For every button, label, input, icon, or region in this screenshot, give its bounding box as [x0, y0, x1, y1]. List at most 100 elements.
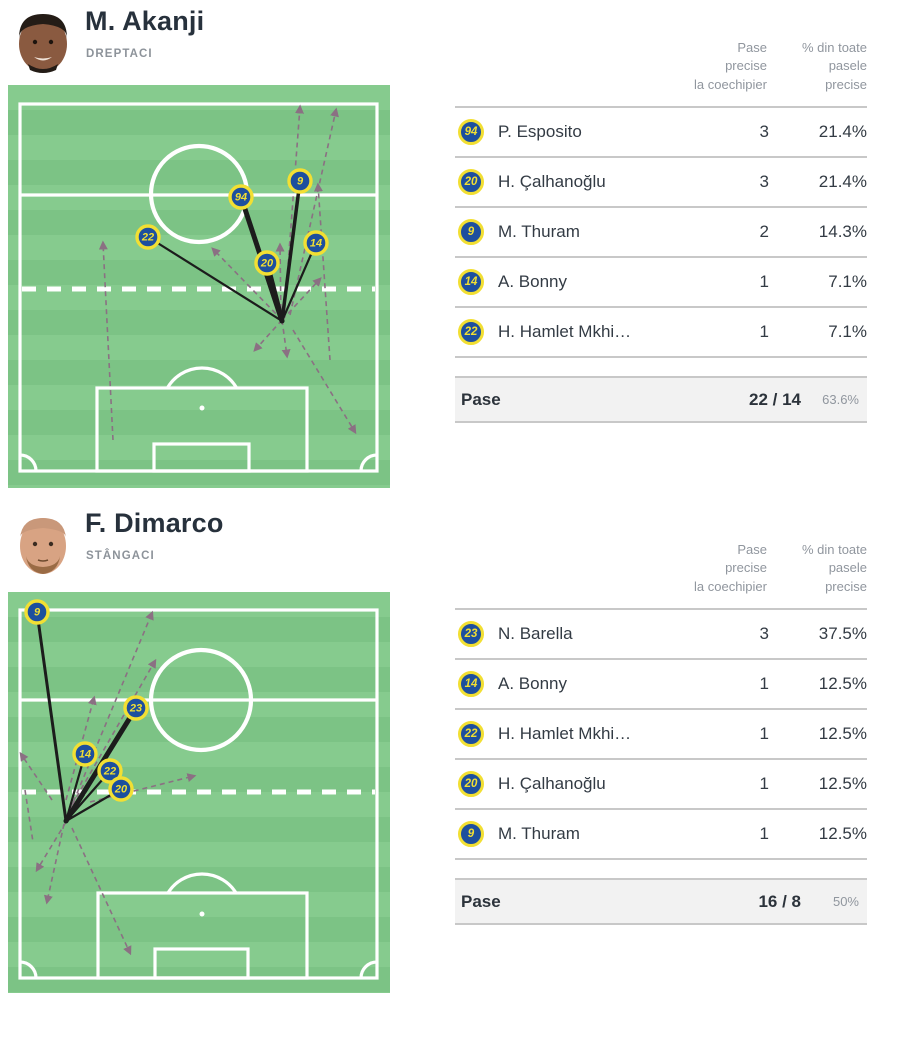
player-number-badge: 14 [458, 671, 484, 697]
inaccurate-pass-arrow [289, 107, 339, 316]
player-title: M. Akanji [85, 6, 205, 36]
passes-count: 1 [759, 322, 769, 341]
table-row: 9 M. Thuram 1 12.5% [455, 808, 867, 858]
table-header: Pase precise la coechipier % din toate p… [455, 36, 867, 106]
inaccurate-pass-arrow [98, 240, 114, 441]
player-number-badge: 94 [458, 119, 484, 145]
header-percent-col: % din toate pasele precise [801, 39, 867, 92]
player-number-badge: 20 [458, 771, 484, 797]
passes-count: 3 [759, 624, 769, 643]
pass-table-akanji: Pase precise la coechipier % din toate p… [455, 36, 867, 423]
player-avatar [8, 504, 78, 585]
passes-count: 1 [759, 674, 769, 693]
passes-percent: 12.5% [818, 724, 867, 743]
pitch-player-badge-9: 9 [24, 599, 50, 625]
inaccurate-pass-arrow [313, 182, 331, 361]
inaccurate-pass-arrow [71, 827, 132, 956]
avatar-face [19, 16, 67, 72]
inaccurate-pass-arrow [19, 751, 53, 801]
player-number-badge: 22 [458, 319, 484, 345]
player-foot-label: DREPTACI [86, 48, 153, 60]
svg-text:22: 22 [103, 766, 116, 778]
passes-count: 1 [759, 724, 769, 743]
pitch-player-badge-22: 22 [97, 758, 123, 784]
player-name: M. Thuram [498, 222, 580, 241]
summary-value: 22 / 14 [749, 389, 801, 409]
pass-line-to-22 [146, 235, 284, 323]
passes-percent: 12.5% [818, 674, 867, 693]
table-header: Pase precise la coechipier % din toate p… [455, 538, 867, 608]
pass-map-pitch-akanji: 94 9 22 14 20 [8, 85, 390, 488]
table-row: 20 H. Çalhanoğlu 3 21.4% [455, 156, 867, 206]
passes-count: 1 [759, 272, 769, 291]
summary-label: Pase [461, 891, 501, 911]
pass-line-to-9 [280, 179, 302, 323]
summary-row: Pase 22 / 14 63.6% [455, 376, 867, 423]
avatar-scalp [20, 518, 66, 538]
header-passes-col: Pase precise la coechipier [694, 39, 767, 92]
svg-text:20: 20 [260, 258, 274, 270]
player-number-badge: 9 [458, 219, 484, 245]
player-number-badge: 14 [458, 269, 484, 295]
player-name: A. Bonny [498, 272, 567, 291]
summary-label: Pase [461, 389, 501, 409]
inaccurate-pass-arrow [43, 823, 65, 905]
player-number-badge: 20 [458, 169, 484, 195]
inaccurate-pass-arrow [253, 319, 283, 352]
inaccurate-pass-arrow [281, 277, 322, 321]
player-name: A. Bonny [498, 674, 567, 693]
pass-line-to-14 [280, 241, 318, 323]
inaccurate-pass-arrow [71, 658, 157, 806]
table-row: 22 H. Hamlet Mkhi… 1 7.1% [455, 306, 867, 356]
player-name: H. Hamlet Mkhi… [498, 322, 632, 341]
pitch-player-badge-9: 9 [287, 168, 313, 194]
player-avatar [8, 2, 78, 83]
summary-percent: 50% [832, 894, 859, 909]
pitch-player-badge-94: 94 [228, 184, 254, 210]
passes-count: 2 [759, 222, 769, 241]
pass-table-dimarco: Pase precise la coechipier % din toate p… [455, 538, 867, 925]
inaccurate-pass-arrow [275, 242, 285, 319]
inaccurate-pass-arrow [35, 821, 67, 873]
table-row: 94 P. Esposito 3 21.4% [455, 106, 867, 156]
table-row: 22 H. Hamlet Mkhi… 1 12.5% [455, 708, 867, 758]
passes-count: 1 [759, 774, 769, 793]
avatar-face [20, 518, 66, 574]
svg-text:14: 14 [310, 238, 322, 250]
avatar-hair [19, 14, 67, 38]
svg-text:23: 23 [129, 703, 142, 715]
pitch-player-badge-23: 23 [123, 695, 149, 721]
summary-percent: 63.6% [822, 392, 859, 407]
svg-text:9: 9 [34, 607, 41, 619]
inaccurate-pass-arrow [281, 319, 291, 359]
player-number-badge: 22 [458, 721, 484, 747]
table-row: 20 H. Çalhanoğlu 1 12.5% [455, 758, 867, 808]
pass-map-pitch-dimarco: 9 23 14 22 20 [8, 592, 390, 993]
passes-percent: 21.4% [818, 122, 867, 141]
table-row: 23 N. Barella 3 37.5% [455, 608, 867, 658]
header-percent-col: % din toate pasele precise [801, 541, 867, 594]
player-name: H. Çalhanoğlu [498, 172, 606, 191]
passes-count: 3 [759, 122, 769, 141]
pitch-player-badge-22: 22 [135, 224, 161, 250]
passes-count: 3 [759, 172, 769, 191]
table-row: 14 A. Bonny 1 7.1% [455, 256, 867, 306]
passes-percent: 14.3% [818, 222, 867, 241]
pitch-player-badge-20: 20 [254, 250, 280, 276]
player-number-badge: 23 [458, 621, 484, 647]
svg-text:20: 20 [114, 784, 128, 796]
player-name: P. Esposito [498, 122, 582, 141]
pass-line-to-9 [35, 610, 68, 823]
inaccurate-pass-arrow [211, 247, 283, 321]
player-number-badge: 9 [458, 821, 484, 847]
player-name: H. Çalhanoğlu [498, 774, 606, 793]
svg-text:22: 22 [141, 232, 154, 244]
summary-row: Pase 16 / 8 50% [455, 878, 867, 925]
passes-percent: 7.1% [828, 322, 867, 341]
player-foot-label: STÂNGACI [86, 550, 155, 562]
pitch-player-badge-14: 14 [72, 741, 98, 767]
inaccurate-pass-arrow [292, 329, 357, 435]
header-passes-col: Pase precise la coechipier [694, 541, 767, 594]
pitch-player-badge-14: 14 [303, 230, 329, 256]
player-name: H. Hamlet Mkhi… [498, 724, 632, 743]
